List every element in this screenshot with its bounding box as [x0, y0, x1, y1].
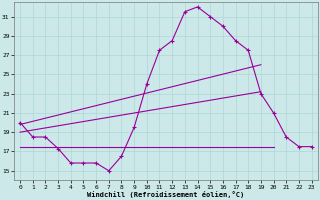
- X-axis label: Windchill (Refroidissement éolien,°C): Windchill (Refroidissement éolien,°C): [87, 191, 244, 198]
